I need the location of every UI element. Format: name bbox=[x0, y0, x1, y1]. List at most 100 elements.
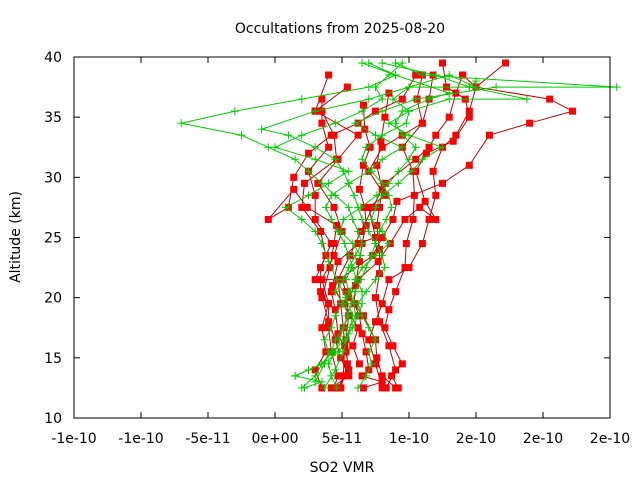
series-1-point bbox=[290, 185, 298, 193]
series-2-point bbox=[350, 299, 359, 308]
y-tick-label: 25 bbox=[44, 231, 62, 247]
series-1-point bbox=[325, 300, 333, 308]
series-2-point bbox=[348, 215, 357, 224]
x-tick-label: -1e-10 bbox=[51, 431, 96, 447]
series-1-point bbox=[372, 318, 379, 326]
series-1-point bbox=[372, 107, 379, 115]
series-1-point bbox=[385, 342, 393, 350]
series-2-point bbox=[297, 95, 306, 104]
series-1-point bbox=[388, 372, 396, 380]
series-2-point bbox=[371, 335, 380, 344]
series-2-point bbox=[402, 119, 411, 128]
series-2-point bbox=[375, 227, 384, 236]
series-1-point bbox=[389, 215, 397, 223]
series-1-point bbox=[334, 372, 342, 380]
series-1-point bbox=[298, 203, 306, 211]
series-1-point bbox=[365, 203, 373, 211]
series-2-point bbox=[317, 239, 326, 248]
series-2-point bbox=[356, 251, 365, 260]
series-2-point bbox=[378, 155, 387, 164]
series-2-point bbox=[384, 119, 393, 128]
series-2-profile-line bbox=[357, 80, 477, 389]
series-2-point bbox=[358, 59, 367, 68]
x-tick-label: 0e+00 bbox=[251, 431, 298, 447]
series-2-point bbox=[332, 275, 341, 284]
series-1-point bbox=[385, 276, 393, 284]
series-1-point bbox=[401, 264, 409, 272]
series-2-point bbox=[317, 179, 326, 188]
series-1-point bbox=[330, 203, 338, 211]
series-2-point bbox=[364, 83, 373, 92]
series-2-point bbox=[371, 251, 380, 260]
series-2-point bbox=[351, 275, 360, 284]
series-2-point bbox=[346, 323, 355, 332]
series-2-point bbox=[388, 95, 397, 104]
series-2-point bbox=[336, 227, 345, 236]
series-2-point bbox=[362, 143, 371, 152]
series-1-point bbox=[422, 149, 430, 157]
series-2-point bbox=[332, 383, 341, 392]
series-2-point bbox=[384, 191, 393, 200]
series-1-point bbox=[398, 95, 406, 103]
series-2-point bbox=[371, 131, 380, 140]
series-1-point bbox=[345, 372, 353, 380]
series-1-point bbox=[393, 197, 401, 205]
series-1-point bbox=[378, 372, 386, 380]
series-1-point bbox=[343, 83, 351, 91]
series-2-point bbox=[391, 119, 400, 128]
series-1-point bbox=[378, 234, 386, 241]
series-2-point bbox=[344, 251, 353, 260]
chart-title: Occultations from 2025-08-20 bbox=[235, 21, 445, 37]
series-1-point bbox=[409, 215, 417, 223]
x-axis: -1e-10 -1e-10 -5e-11 0e+00 5e-11 1e-10 2e-10 2e… bbox=[51, 57, 630, 447]
series-2-point bbox=[291, 371, 300, 380]
y-tick-label: 20 bbox=[44, 291, 62, 307]
series-2-point bbox=[358, 107, 367, 116]
series-2-point bbox=[371, 239, 380, 248]
series-2-point bbox=[407, 167, 416, 176]
series-1-point bbox=[318, 107, 326, 115]
series-2-point bbox=[335, 347, 344, 356]
series-2-point bbox=[342, 293, 351, 302]
series-1-point bbox=[327, 288, 335, 296]
series-1-point bbox=[392, 288, 400, 296]
series-1-point bbox=[325, 71, 333, 79]
series-2-point bbox=[382, 215, 391, 224]
series-1-point bbox=[290, 173, 298, 181]
series-2-point bbox=[378, 179, 387, 188]
series-1-point bbox=[546, 95, 554, 103]
series-2-point bbox=[342, 335, 351, 344]
series-1-point bbox=[465, 107, 473, 115]
series-1-point bbox=[358, 330, 366, 338]
series-2-point bbox=[398, 143, 407, 152]
series-2-point bbox=[378, 251, 387, 260]
series-2-point bbox=[405, 83, 413, 92]
series-2-point bbox=[300, 383, 309, 392]
series-2-point bbox=[394, 179, 403, 188]
series-1-point bbox=[378, 143, 386, 151]
x-tick-label: 2e-10 bbox=[590, 431, 630, 447]
series-2-point bbox=[284, 131, 293, 140]
series-1-point bbox=[354, 324, 362, 332]
series-1-point bbox=[382, 384, 390, 392]
series-1-point bbox=[303, 203, 311, 211]
series-1-point bbox=[373, 354, 381, 362]
series-2-point bbox=[367, 359, 376, 368]
series-2-point bbox=[324, 179, 333, 188]
series-1-point bbox=[452, 131, 460, 139]
series-2-point bbox=[331, 287, 340, 296]
series-1-point bbox=[334, 258, 342, 266]
series-1-point bbox=[378, 384, 386, 392]
series-1-point bbox=[327, 131, 335, 139]
series-2-point bbox=[378, 107, 387, 116]
series-1-point bbox=[377, 137, 385, 145]
series-1-point bbox=[359, 161, 367, 169]
series-1-point bbox=[361, 203, 369, 211]
series-2-point bbox=[358, 155, 367, 164]
series-1-point bbox=[311, 215, 319, 223]
series-2-point bbox=[327, 323, 336, 332]
series-2-point bbox=[378, 95, 387, 104]
series-2-point bbox=[411, 143, 420, 152]
series-1-point bbox=[318, 95, 326, 103]
